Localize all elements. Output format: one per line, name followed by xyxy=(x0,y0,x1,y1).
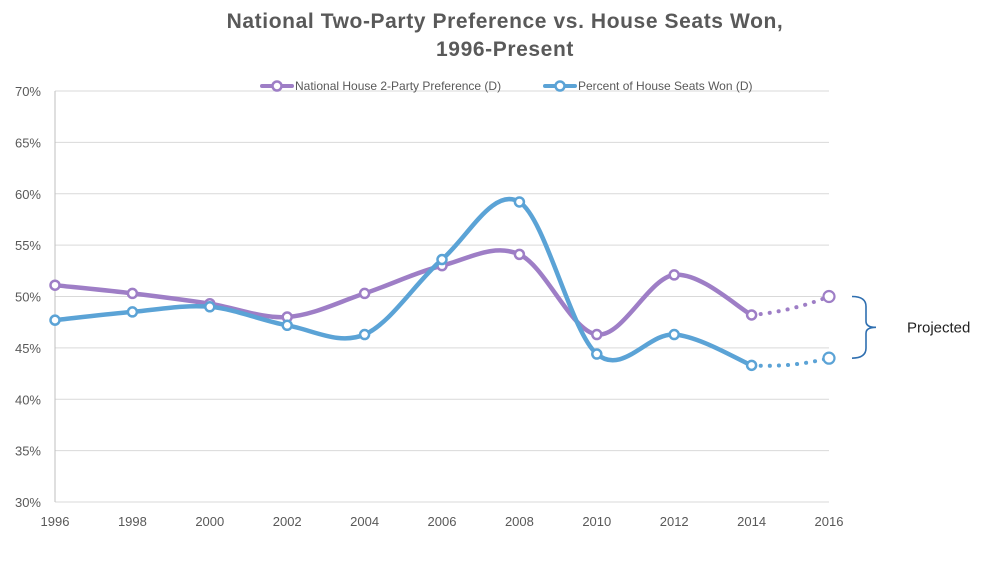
data-point xyxy=(281,319,293,332)
series-line xyxy=(52,196,754,368)
x-tick-label: 1998 xyxy=(118,514,147,529)
y-tick-label: 60% xyxy=(15,187,41,202)
data-point xyxy=(668,269,680,281)
series-2 xyxy=(49,196,836,372)
x-tick-label: 2006 xyxy=(428,514,457,529)
data-point xyxy=(513,248,526,261)
data-point xyxy=(591,348,603,360)
y-tick-label: 40% xyxy=(15,392,41,407)
chart-title-line1: National Two-Party Preference vs. House … xyxy=(227,10,784,33)
x-tick-label: 2004 xyxy=(350,514,379,529)
legend-item-2: Percent of House Seats Won (D) xyxy=(543,79,753,93)
x-tick-label: 2008 xyxy=(505,514,534,529)
x-tick-label: 2000 xyxy=(195,514,224,529)
legend-item-1: National House 2-Party Preference (D) xyxy=(260,79,501,93)
data-point xyxy=(591,328,603,341)
y-tick-label: 70% xyxy=(15,84,41,99)
series-1 xyxy=(49,248,836,341)
projected-annotation: Projected xyxy=(851,295,970,359)
chart-title-line2: 1996-Present xyxy=(436,38,574,61)
series-line xyxy=(52,248,754,337)
data-point xyxy=(49,314,61,326)
series-projected-line xyxy=(749,294,831,317)
legend-marker xyxy=(554,80,566,92)
legend-marker xyxy=(271,80,283,92)
y-tick-label: 35% xyxy=(15,444,41,459)
y-tick-label: 50% xyxy=(15,290,41,305)
legend-label: National House 2-Party Preference (D) xyxy=(295,79,501,93)
data-point xyxy=(204,301,216,313)
y-tick-label: 65% xyxy=(15,135,41,150)
x-tick-label: 2010 xyxy=(582,514,611,529)
data-point xyxy=(49,279,61,291)
projected-label: Projected xyxy=(907,319,970,336)
projected-bracket xyxy=(851,295,877,359)
data-point xyxy=(513,196,526,208)
projected-point xyxy=(822,351,836,365)
data-point xyxy=(436,253,448,266)
legend-label: Percent of House Seats Won (D) xyxy=(578,79,753,93)
data-point xyxy=(745,309,758,321)
data-point xyxy=(126,306,139,318)
projected-point xyxy=(822,289,836,304)
data-point xyxy=(358,328,371,341)
legend: National House 2-Party Preference (D) Per… xyxy=(260,79,753,93)
axes: 30% 35% 40% 45% 50% 55% 60% 65% 70% 1996 1998 2000 2… xyxy=(15,84,843,529)
x-tick-label: 2012 xyxy=(660,514,689,529)
data-point xyxy=(358,287,371,300)
x-tick-label: 2002 xyxy=(273,514,302,529)
x-tick-label: 1996 xyxy=(41,514,70,529)
y-tick-label: 45% xyxy=(15,341,41,356)
data-point xyxy=(745,359,758,372)
data-point xyxy=(126,287,139,300)
series xyxy=(49,196,836,372)
y-tick-label: 30% xyxy=(15,495,41,510)
data-point xyxy=(668,328,680,341)
series-projected-line xyxy=(749,356,831,368)
x-tick-label: 2016 xyxy=(815,514,844,529)
gridlines xyxy=(55,90,829,503)
y-tick-label: 55% xyxy=(15,238,41,253)
x-tick-label: 2014 xyxy=(737,514,766,529)
